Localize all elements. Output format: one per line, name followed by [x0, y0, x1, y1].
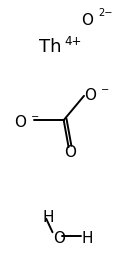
Text: 4+: 4+ — [64, 35, 82, 48]
Text: −: − — [31, 112, 39, 123]
Text: H: H — [42, 210, 53, 225]
Text: O: O — [53, 231, 65, 247]
Text: O: O — [14, 115, 26, 130]
Text: O: O — [64, 145, 76, 160]
Text: O: O — [84, 88, 96, 103]
Text: 2−: 2− — [98, 8, 113, 19]
Text: O: O — [81, 13, 93, 28]
Text: −: − — [101, 85, 109, 96]
Text: H: H — [81, 231, 93, 247]
Text: Th: Th — [39, 38, 62, 56]
